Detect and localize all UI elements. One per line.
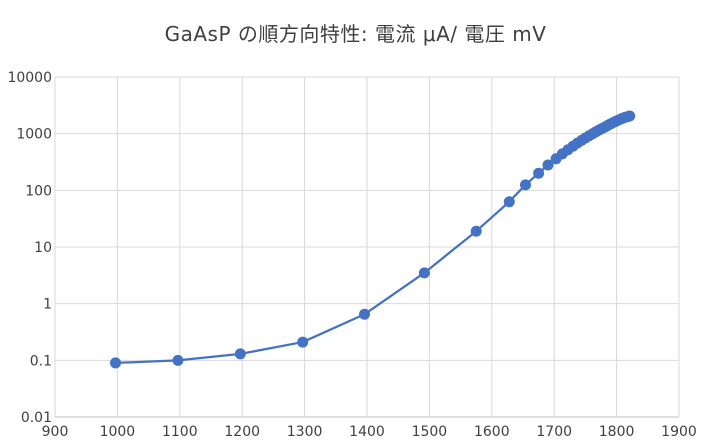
- data-point: [359, 308, 371, 320]
- series-line: [115, 114, 631, 365]
- data-point: [418, 267, 430, 279]
- y-tick-label: 0.01: [21, 410, 52, 426]
- x-tick-label: 1700: [536, 424, 572, 440]
- y-tick-label: 1: [43, 297, 52, 313]
- data-point: [172, 354, 184, 366]
- x-tick-label: 1600: [474, 424, 510, 440]
- data-point: [470, 225, 482, 237]
- x-tick-label: 1100: [162, 424, 198, 440]
- x-tick-label: 1500: [412, 424, 448, 440]
- data-point: [519, 179, 531, 191]
- y-tick-label: 100: [25, 183, 52, 199]
- x-tick-label: 1000: [100, 424, 136, 440]
- y-tick-label: 0.1: [30, 353, 52, 369]
- data-point: [624, 110, 636, 122]
- x-tick-label: 1400: [349, 424, 385, 440]
- x-tick-label: 1200: [224, 424, 260, 440]
- x-tick-label: 1900: [661, 424, 697, 440]
- x-tick-label: 1300: [287, 424, 323, 440]
- y-tick-label: 10: [34, 240, 52, 256]
- data-point: [110, 357, 122, 369]
- data-point: [503, 196, 515, 208]
- y-tick-label: 1000: [16, 127, 52, 143]
- y-tick-label: 10000: [7, 70, 52, 86]
- x-tick-label: 900: [42, 424, 69, 440]
- data-point: [234, 348, 246, 360]
- data-point: [542, 159, 554, 171]
- x-tick-label: 1800: [599, 424, 635, 440]
- data-point: [533, 167, 545, 179]
- chart-title: GaAsP の順方向特性: 電流 μA/ 電圧 mV: [164, 22, 547, 46]
- data-point: [297, 336, 309, 348]
